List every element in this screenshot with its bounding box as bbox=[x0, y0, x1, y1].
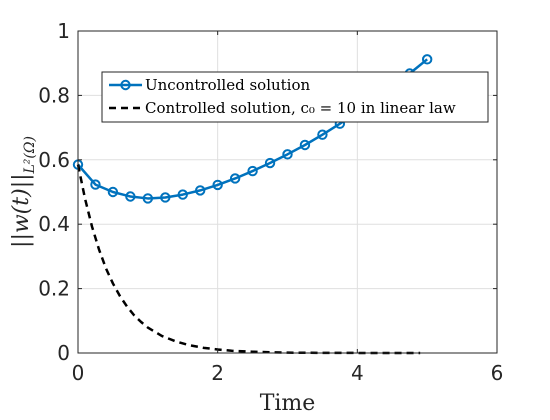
y-axis-label-subscript: L²(Ω) bbox=[22, 136, 38, 174]
x-tick-label: 4 bbox=[351, 361, 364, 385]
y-axis-label-main: ||w(t)|| bbox=[9, 173, 34, 248]
uncontrolled-data-point bbox=[125, 191, 136, 202]
uncontrolled-data-point bbox=[212, 179, 223, 191]
uncontrolled-data-point bbox=[160, 192, 171, 203]
y-tick-label: 0.2 bbox=[38, 277, 70, 301]
uncontrolled-data-point bbox=[195, 185, 206, 196]
uncontrolled-data-point bbox=[90, 179, 101, 190]
y-tick-label: 0.6 bbox=[38, 148, 70, 172]
uncontrolled-data-point bbox=[229, 173, 241, 184]
legend: Uncontrolled solution Controlled solutio… bbox=[101, 71, 489, 123]
x-tick-label: 0 bbox=[72, 361, 85, 385]
y-tick-label: 0.8 bbox=[38, 83, 70, 107]
uncontrolled-data-point bbox=[299, 139, 311, 151]
y-axis-label: ||w(t)||L²(Ω) bbox=[9, 136, 38, 248]
x-tick-label: 2 bbox=[211, 361, 224, 385]
legend-box bbox=[101, 71, 489, 123]
uncontrolled-data-point bbox=[247, 165, 258, 177]
uncontrolled-data-point bbox=[177, 189, 188, 200]
y-tick-label: 0 bbox=[57, 341, 70, 365]
uncontrolled-data-point bbox=[421, 54, 433, 65]
uncontrolled-data-point bbox=[282, 149, 293, 160]
svg-text:||w(t)||L²(Ω): ||w(t)||L²(Ω) bbox=[9, 136, 38, 248]
axis-ticks: 0 2 4 6 0 0.2 0.4 0.6 0.8 1 bbox=[38, 19, 503, 385]
legend-label-controlled: Controlled solution, c₀ = 10 in linear l… bbox=[145, 99, 456, 117]
y-tick-label: 1 bbox=[57, 19, 70, 43]
uncontrolled-data-point bbox=[107, 186, 119, 198]
uncontrolled-data-point bbox=[142, 193, 154, 204]
uncontrolled-data-point bbox=[264, 157, 276, 169]
x-tick-label: 6 bbox=[491, 361, 504, 385]
plot-area-frame bbox=[77, 30, 498, 354]
uncontrolled-data-point bbox=[317, 129, 328, 140]
legend-label-uncontrolled: Uncontrolled solution bbox=[145, 76, 311, 94]
y-tick-label: 0.4 bbox=[38, 212, 70, 236]
legend-marker-uncontrolled bbox=[120, 79, 131, 91]
x-axis-label: Time bbox=[260, 391, 316, 416]
